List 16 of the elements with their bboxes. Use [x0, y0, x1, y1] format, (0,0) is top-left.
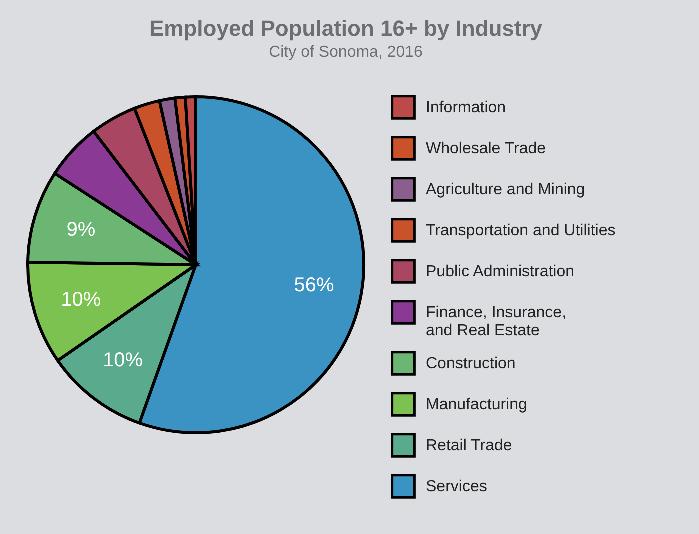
legend-label: Manufacturing: [426, 396, 528, 414]
data-label: 56%: [294, 274, 334, 296]
legend-label: Transportation and Utilities: [426, 222, 616, 240]
chart-subtitle: City of Sonoma, 2016: [269, 44, 424, 61]
legend-label: Services: [426, 478, 488, 496]
legend-label: Retail Trade: [426, 438, 512, 454]
legend-label: Construction: [426, 356, 516, 372]
data-label: 10%: [103, 349, 144, 372]
chart-title: Employed Population 16+ by Industry: [149, 16, 544, 41]
legend-label: Finance, Insurance, and Real Estate: [426, 304, 567, 340]
legend-label: Wholesale Trade: [426, 140, 546, 158]
legend-label: Information: [426, 100, 506, 116]
legend-label: Agriculture and Mining: [426, 182, 586, 198]
data-label: 9%: [66, 219, 96, 242]
legend-label: Public Administration: [426, 264, 575, 280]
data-label: 10%: [61, 288, 102, 311]
